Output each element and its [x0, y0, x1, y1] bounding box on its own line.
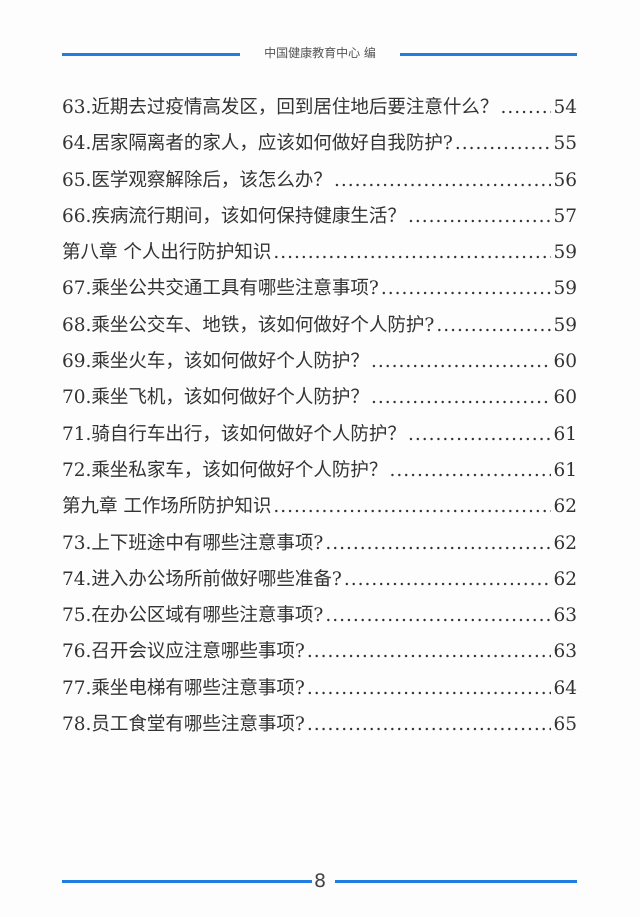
toc-entry[interactable]: 71.骑自行车出行，该如何做好个人防护？ 61: [62, 420, 577, 456]
dot-leader: [325, 605, 551, 626]
toc-entry[interactable]: 65.医学观察解除后，该怎么办？ 56: [62, 166, 577, 202]
toc-entry-page: 59: [553, 242, 577, 264]
toc-entry-title: 76.召开会议应注意哪些事项?: [62, 641, 305, 663]
toc-entry-title: 64.居家隔离者的家人，应该如何做好自我防护?: [62, 133, 453, 155]
toc-entry-page: 63: [553, 641, 577, 663]
toc-entry-title: 67.乘坐公共交通工具有哪些注意事项?: [62, 278, 379, 300]
dot-leader: [325, 533, 551, 554]
toc-entry[interactable]: 72.乘坐私家车，该如何做好个人防护？ 61: [62, 456, 577, 492]
toc-entry-page: 54: [553, 97, 577, 118]
dot-leader: [371, 351, 552, 372]
toc-entry-title: 第九章 工作场所防护知识: [62, 496, 272, 518]
toc-entry[interactable]: 75.在办公区域有哪些注意事项? 63: [62, 601, 577, 637]
toc-entry-title: 第八章 个人出行防护知识: [62, 242, 272, 264]
page-number: 8: [313, 870, 327, 892]
toc-entry[interactable]: 76.召开会议应注意哪些事项? 63: [62, 637, 577, 673]
dot-leader: [500, 97, 551, 118]
toc-entry[interactable]: 67.乘坐公共交通工具有哪些注意事项? 59: [62, 274, 577, 310]
toc-entry-title: 65.医学观察解除后，该怎么办？: [62, 169, 332, 191]
dot-leader: [307, 641, 552, 662]
toc-entry-page: 61: [553, 459, 577, 481]
dot-leader: [455, 133, 552, 154]
toc-entry-page: 55: [553, 133, 577, 155]
toc-entry-page: 60: [553, 351, 577, 373]
toc-entry-title: 72.乘坐私家车，该如何做好个人防护？: [62, 459, 388, 481]
toc-entry-page: 56: [553, 169, 577, 191]
toc-entry[interactable]: 64.居家隔离者的家人，应该如何做好自我防护? 55: [62, 129, 577, 165]
toc-entry-page: 59: [553, 278, 577, 300]
toc-entry[interactable]: 77.乘坐电梯有哪些注意事项? 64: [62, 674, 577, 710]
toc-entry-page: 64: [553, 677, 577, 699]
dot-leader: [334, 170, 552, 191]
toc-entry[interactable]: 63.近期去过疫情高发区，回到居住地后要注意什么？ 54: [62, 93, 577, 129]
toc-entry-page: 61: [553, 423, 577, 445]
toc-entry[interactable]: 第八章 个人出行防护知识 59: [62, 238, 577, 274]
dot-leader: [408, 206, 552, 227]
toc-entry-title: 63.近期去过疫情高发区，回到居住地后要注意什么？: [62, 97, 499, 118]
toc-entry-page: 57: [553, 205, 577, 227]
dot-leader: [389, 460, 551, 481]
dot-leader: [307, 678, 552, 699]
toc-entry-page: 62: [553, 568, 577, 590]
toc-entry[interactable]: 69.乘坐火车，该如何做好个人防护？ 60: [62, 347, 577, 383]
footer-rule-left: [62, 880, 312, 883]
header-rule-right: [400, 53, 577, 56]
toc-entry[interactable]: 70.乘坐飞机，该如何做好个人防护？ 60: [62, 383, 577, 419]
header-text: 中国健康教育中心 编: [264, 46, 376, 60]
dot-leader: [307, 714, 552, 735]
toc-entry-title: 78.员工食堂有哪些注意事项?: [62, 714, 305, 736]
toc-entry[interactable]: 73.上下班途中有哪些注意事项? 62: [62, 529, 577, 565]
toc-entry[interactable]: 第九章 工作场所防护知识 62: [62, 492, 577, 528]
toc-entry-page: 63: [553, 605, 577, 627]
toc-entry-page: 59: [553, 314, 577, 336]
dot-leader: [371, 387, 552, 408]
toc-entry[interactable]: 66.疾病流行期间，该如何保持健康生活？ 57: [62, 202, 577, 238]
dot-leader: [273, 242, 551, 263]
dot-leader: [344, 569, 552, 590]
toc-entry-title: 66.疾病流行期间，该如何保持健康生活？: [62, 205, 406, 227]
toc-entry-page: 60: [553, 387, 577, 409]
toc-entry-page: 62: [553, 532, 577, 554]
toc-entry-title: 68.乘坐公交车、地铁，该如何做好个人防护?: [62, 314, 435, 336]
toc-entry[interactable]: 68.乘坐公交车、地铁，该如何做好个人防护? 59: [62, 311, 577, 347]
toc-entry-title: 74.进入办公场所前做好哪些准备?: [62, 568, 342, 590]
toc-entry-title: 77.乘坐电梯有哪些注意事项?: [62, 677, 305, 699]
toc-entry-title: 70.乘坐飞机，该如何做好个人防护？: [62, 387, 369, 409]
toc-entry-title: 73.上下班途中有哪些注意事项?: [62, 532, 324, 554]
dot-leader: [408, 424, 552, 445]
header-rule-left: [62, 53, 240, 56]
dot-leader: [273, 496, 551, 517]
dot-leader: [436, 315, 551, 336]
toc-entry-title: 71.骑自行车出行，该如何做好个人防护？: [62, 423, 406, 445]
table-of-contents: 63.近期去过疫情高发区，回到居住地后要注意什么？ 54 64.居家隔离者的家人，应…: [62, 93, 577, 746]
toc-entry-page: 62: [553, 496, 577, 518]
toc-entry[interactable]: 74.进入办公场所前做好哪些准备? 62: [62, 565, 577, 601]
dot-leader: [381, 278, 552, 299]
footer-rule-right: [335, 880, 577, 883]
toc-entry[interactable]: 78.员工食堂有哪些注意事项? 65: [62, 710, 577, 746]
toc-entry-page: 65: [553, 714, 577, 736]
toc-entry-title: 69.乘坐火车，该如何做好个人防护？: [62, 351, 369, 373]
toc-entry-title: 75.在办公区域有哪些注意事项?: [62, 605, 324, 627]
